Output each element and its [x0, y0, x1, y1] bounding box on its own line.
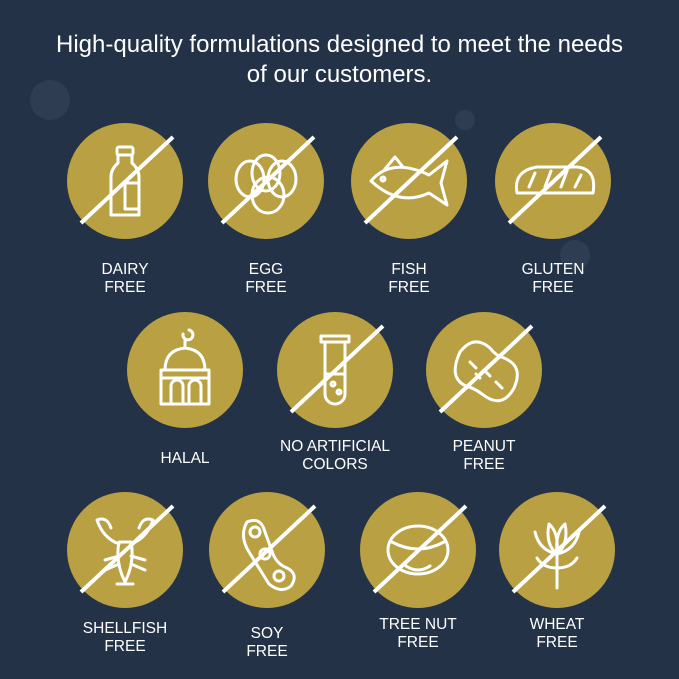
badge-halal [127, 312, 243, 428]
slash-line [511, 504, 607, 594]
label-line-2: FREE [463, 456, 505, 473]
label-line-2: FREE [388, 279, 430, 296]
badge-shellfish [67, 492, 183, 608]
bread-icon [514, 165, 596, 195]
badge-label: HALAL [105, 450, 265, 468]
label-line-1: HALAL [160, 450, 210, 467]
headline: High-quality formulations designed to me… [56, 31, 623, 88]
badge-label: FISH FREE [329, 261, 489, 297]
slash-line [438, 324, 534, 414]
label-line-1: DAIRY [101, 261, 149, 278]
slash-line [220, 135, 316, 225]
label-line-2: FREE [532, 279, 574, 296]
label-line-1: EGG [248, 261, 284, 278]
label-line-1: FISH [391, 261, 427, 278]
badge-soy [209, 492, 325, 608]
label-line-1: TREE NUT [379, 616, 457, 633]
label-line-1: NO ARTIFICIAL [280, 438, 390, 455]
slash-line [79, 504, 175, 594]
badge-wheat [499, 492, 615, 608]
background-blob [30, 80, 70, 120]
badge-label: NO ARTIFICIAL COLORS [255, 438, 415, 474]
badge-label: DAIRY FREE [45, 261, 205, 297]
label-line-2: FREE [104, 638, 146, 655]
label-line-1: PEANUT [452, 438, 516, 455]
background-blob [455, 110, 475, 130]
label-line-2: COLORS [302, 456, 368, 473]
label-line-1: SOY [250, 625, 284, 642]
wheat-icon [533, 522, 581, 590]
label-line-2: FREE [246, 643, 288, 660]
soybean-icon [242, 518, 296, 591]
lobster-icon [95, 517, 155, 586]
badge-egg [208, 123, 324, 239]
label-line-2: FREE [104, 279, 146, 296]
background-blob [560, 240, 590, 270]
slash-line [221, 504, 317, 594]
badge-label: PEANUT FREE [404, 438, 564, 474]
badge-label: SHELLFISH FREE [45, 620, 205, 656]
slash-line [79, 135, 175, 225]
badge-gluten [495, 123, 611, 239]
slash-line [289, 324, 385, 414]
mosque-icon [159, 328, 211, 406]
badge-tree-nut [360, 492, 476, 608]
label-line-2: FREE [536, 634, 578, 651]
slash-line [507, 135, 603, 225]
slash-line [363, 135, 459, 225]
badge-dairy [67, 123, 183, 239]
milk-bottle-icon [109, 145, 141, 217]
slash-line [372, 504, 468, 594]
badge-no-artificial [277, 312, 393, 428]
label-line-1: GLUTEN [521, 261, 585, 278]
label-line-2: FREE [245, 279, 287, 296]
badge-label: TREE NUT FREE [338, 616, 498, 652]
badge-fish [351, 123, 467, 239]
badge-label: GLUTEN FREE [473, 261, 633, 297]
label-line-1: WHEAT [529, 616, 585, 633]
test-tube-icon [319, 334, 351, 406]
badge-peanut [426, 312, 542, 428]
badge-label: EGG FREE [186, 261, 346, 297]
badge-label: WHEAT FREE [477, 616, 637, 652]
label-line-2: FREE [397, 634, 439, 651]
fish-icon [369, 155, 449, 207]
badge-label: SOY FREE [187, 625, 347, 661]
label-line-1: SHELLFISH [82, 620, 168, 637]
